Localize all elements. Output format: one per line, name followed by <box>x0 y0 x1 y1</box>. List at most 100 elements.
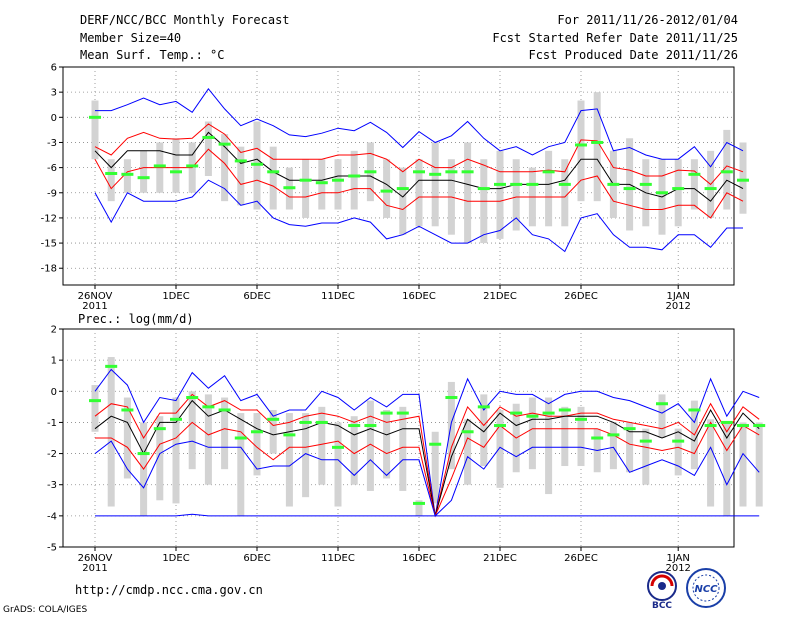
spread-box <box>723 129 731 210</box>
x-tick-label: 1JAN <box>666 553 689 564</box>
spread-box <box>156 416 164 501</box>
median-marker <box>234 436 247 440</box>
spread-box <box>172 138 180 193</box>
median-marker <box>477 405 490 409</box>
median-marker <box>153 427 166 431</box>
y-tick-label: -3 <box>47 480 57 491</box>
median-marker <box>623 187 636 191</box>
spread-box <box>107 159 115 202</box>
x-tick-label: 1DEC <box>162 553 189 564</box>
median-marker <box>218 142 231 146</box>
median-marker <box>526 414 539 418</box>
median-marker <box>364 424 377 428</box>
grads-credit: GrADS: COLA/IGES <box>3 605 88 615</box>
x-tick-label: 16DEC <box>402 553 436 564</box>
website-url[interactable]: http://cmdp.ncc.cma.gov.cn <box>75 583 263 597</box>
median-marker <box>170 417 182 421</box>
median-marker <box>720 420 733 424</box>
median-marker <box>445 396 458 400</box>
y-tick-label: -15 <box>41 239 57 250</box>
median-marker <box>380 189 393 193</box>
spread-box <box>739 422 747 507</box>
started-date-label: Fcst Started Refer Date 2011/11/25 <box>492 31 738 45</box>
median-marker <box>591 436 604 440</box>
median-marker <box>688 408 701 412</box>
spread-box <box>172 397 180 504</box>
spread-box <box>237 146 245 206</box>
median-marker <box>380 411 393 415</box>
x-tick-label: 6DEC <box>243 553 270 564</box>
x-tick-label: 11DEC <box>321 553 355 564</box>
y-tick-label: 1 <box>51 356 57 367</box>
spread-box <box>318 406 326 485</box>
y-tick-label: -6 <box>47 163 57 174</box>
spread-box <box>334 159 342 210</box>
median-marker <box>704 187 717 191</box>
y-tick-label: -3 <box>47 138 57 149</box>
spread-box <box>561 406 569 467</box>
spread-box <box>269 146 277 210</box>
spread-box <box>755 422 763 507</box>
spread-box <box>431 142 439 227</box>
spread-box <box>221 397 229 470</box>
x-tick-year-label: 2011 <box>82 563 107 574</box>
median-marker <box>656 402 668 406</box>
spread-box <box>383 159 391 218</box>
spread-box <box>204 394 212 485</box>
median-marker <box>575 417 587 421</box>
median-marker <box>251 430 263 434</box>
median-marker <box>720 170 733 174</box>
member-size-label: Member Size=40 <box>80 31 182 45</box>
median-marker <box>737 178 749 182</box>
series-line-lower <box>94 148 744 219</box>
chart-title: DERF/NCC/BCC Monthly Forecast <box>80 13 290 27</box>
spread-box <box>415 159 423 227</box>
median-marker <box>218 408 231 412</box>
spread-box <box>561 159 569 227</box>
spread-box <box>237 413 245 516</box>
spread-box <box>480 394 488 467</box>
median-marker <box>251 162 263 166</box>
median-marker <box>396 411 409 415</box>
x-tick-label: 26DEC <box>564 291 598 302</box>
spread-box <box>496 150 504 239</box>
y-tick-label: -5 <box>47 543 57 554</box>
spread-box <box>188 391 196 470</box>
produced-date-label: Fcst Produced Date 2011/11/26 <box>528 48 738 62</box>
spread-box <box>739 142 747 214</box>
spread-box <box>366 400 374 491</box>
ncc-logo-icon: NCC <box>686 568 726 608</box>
spread-box <box>221 134 229 202</box>
y-tick-label: -2 <box>47 449 57 460</box>
median-marker <box>461 430 474 434</box>
y-tick-label: -9 <box>47 188 57 199</box>
median-marker <box>494 424 506 428</box>
median-marker <box>494 182 506 186</box>
median-marker <box>315 420 328 424</box>
y-tick-label: -18 <box>41 264 57 275</box>
median-marker <box>542 170 555 174</box>
spread-box <box>626 422 634 473</box>
median-marker <box>299 420 312 424</box>
median-marker <box>672 439 685 443</box>
spread-box <box>399 167 407 235</box>
median-marker <box>526 182 539 186</box>
ncc-logo-text: NCC <box>694 584 718 595</box>
x-tick-year-label: 2012 <box>665 301 690 312</box>
y-tick-label: 6 <box>51 63 57 74</box>
spread-box <box>350 416 358 485</box>
series-line-min <box>94 440 760 517</box>
x-tick-label: 1JAN <box>666 291 689 302</box>
spread-box <box>674 428 682 476</box>
spread-box <box>107 357 115 507</box>
median-marker <box>202 405 215 409</box>
median-marker <box>267 170 280 174</box>
series-line-upper <box>94 123 744 186</box>
median-marker <box>89 399 101 403</box>
median-marker <box>283 433 296 437</box>
spread-box <box>91 100 99 160</box>
median-marker <box>558 182 571 186</box>
median-marker <box>558 408 571 412</box>
median-marker <box>413 170 425 174</box>
